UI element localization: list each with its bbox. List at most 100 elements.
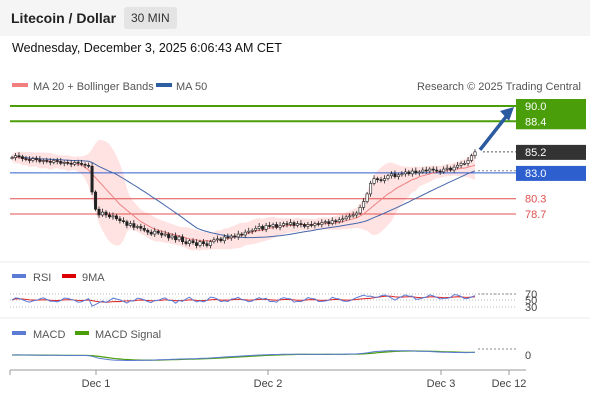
candle-body (334, 220, 338, 222)
rsi-ma-legend-swatch (62, 274, 76, 278)
candle-body (83, 164, 87, 166)
bollinger-band (12, 139, 475, 251)
candle-body (264, 225, 268, 230)
candle-body (205, 243, 209, 246)
candle-body (226, 236, 230, 239)
target-arrow (478, 107, 514, 151)
candle-body (376, 178, 380, 180)
candle-body (365, 193, 369, 202)
candle-body (73, 162, 77, 165)
candle-body (309, 224, 313, 226)
x-tick-label: Dec 2 (254, 378, 283, 390)
candle-body (414, 170, 418, 174)
candle-body (13, 155, 17, 158)
timeframe-button[interactable]: 30 MIN (124, 7, 177, 29)
candle-body (233, 235, 237, 238)
candle-body (337, 219, 341, 222)
candle-body (229, 235, 233, 239)
arrow-head (500, 107, 514, 121)
price-tag-80-3: 80.3 (525, 194, 546, 206)
candle-body (459, 163, 463, 166)
price-tag-88-4-bg (516, 114, 586, 130)
candle-body (271, 224, 275, 227)
price-tag-83-0-bg (516, 165, 586, 181)
candle-body (41, 160, 45, 162)
header-bar: Litecoin / Dollar 30 MIN (0, 0, 590, 36)
candle-body (139, 226, 143, 229)
candle-body (438, 170, 442, 173)
candle-body (393, 173, 397, 178)
candle-body (344, 216, 348, 220)
price-tag-85-2: 85.2 (525, 147, 546, 159)
candle-body (372, 178, 376, 184)
candle-body (389, 173, 393, 177)
ma50-legend-label: MA 50 (176, 81, 207, 93)
macd-signal-legend-label: MACD Signal (95, 329, 161, 341)
candle-body (149, 231, 153, 235)
candle-body (107, 214, 111, 218)
candle-body (278, 225, 282, 228)
x-axis-ticks: Dec 1 Dec 2 Dec 3 Dec 12 (9, 370, 527, 390)
candle-body (27, 159, 31, 161)
candle-body (240, 233, 244, 236)
candle-body (76, 162, 80, 164)
candle-body (170, 235, 174, 239)
candle-body (195, 242, 199, 246)
candle-body (292, 222, 296, 226)
candle-body (275, 224, 279, 228)
candle-body (463, 163, 467, 165)
macd-legend-label: MACD (33, 329, 65, 341)
candle-body (24, 158, 28, 160)
candle-body (355, 212, 359, 216)
candle-body (435, 169, 439, 172)
candle-body (285, 223, 289, 225)
candle-body (410, 170, 414, 175)
rsi-scale-50: 50 (525, 295, 537, 307)
candle-body (121, 220, 125, 222)
macd-legend-swatch (12, 331, 26, 335)
candle-body (142, 228, 146, 231)
page-title: Litecoin / Dollar (11, 10, 117, 26)
candle-body (215, 238, 219, 241)
candle-body (362, 201, 366, 208)
candle-body (449, 167, 453, 171)
rsi-scale-30: 30 (525, 302, 537, 314)
candle-body (306, 224, 310, 227)
candle-body (17, 155, 21, 157)
candle-body (90, 165, 94, 193)
candle-body (313, 223, 317, 226)
candle-body (208, 241, 212, 246)
candle-body (473, 151, 477, 156)
candle-body (348, 215, 352, 218)
candle-body (417, 171, 421, 174)
candle-body (358, 207, 362, 214)
candle-body (181, 236, 185, 243)
date-line: Wednesday, December 3, 2025 6:06:43 AM C… (12, 41, 282, 55)
candle-body (442, 168, 446, 173)
candle-body (69, 163, 73, 165)
rsi-legend-swatch (12, 274, 26, 278)
x-tick-label: Dec 3 (427, 378, 456, 390)
candle-body (369, 183, 373, 195)
candle-body (386, 175, 390, 179)
candle-body (132, 223, 136, 228)
candle-body (80, 163, 84, 165)
candle-body (118, 218, 122, 221)
candle-body (201, 241, 205, 244)
candle-body (268, 225, 272, 227)
candle-body (316, 223, 320, 225)
candle-body (48, 161, 52, 163)
candle-body (163, 233, 167, 236)
candle-body (59, 161, 63, 164)
candle-body (302, 224, 306, 227)
candle-body (222, 236, 226, 242)
candle-body (45, 160, 49, 162)
candle-body (445, 167, 449, 170)
candle-body (396, 174, 400, 178)
candles (10, 149, 477, 249)
research-credit: Research © 2025 Trading Central (417, 81, 581, 93)
candle-body (66, 162, 70, 164)
x-tick-label: Dec 12 (492, 378, 527, 390)
